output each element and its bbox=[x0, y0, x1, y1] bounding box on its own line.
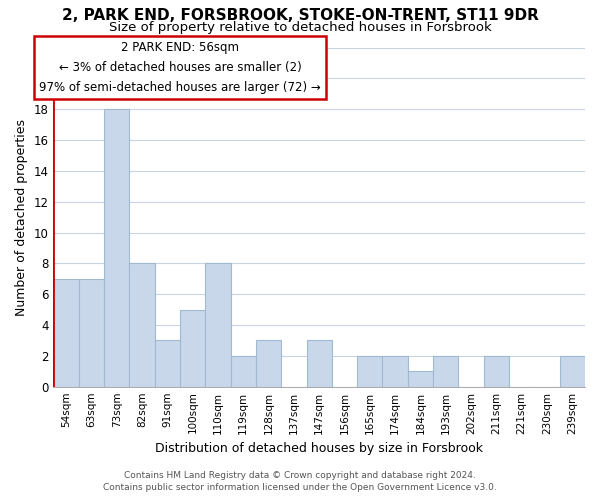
Text: Size of property relative to detached houses in Forsbrook: Size of property relative to detached ho… bbox=[109, 21, 491, 34]
Bar bbox=[307, 340, 332, 386]
Bar bbox=[484, 356, 509, 386]
Bar bbox=[205, 264, 230, 386]
Bar bbox=[382, 356, 408, 386]
Y-axis label: Number of detached properties: Number of detached properties bbox=[15, 118, 28, 316]
Bar bbox=[560, 356, 585, 386]
Bar bbox=[104, 109, 130, 386]
Bar bbox=[180, 310, 205, 386]
Text: 2, PARK END, FORSBROOK, STOKE-ON-TRENT, ST11 9DR: 2, PARK END, FORSBROOK, STOKE-ON-TRENT, … bbox=[62, 8, 538, 22]
X-axis label: Distribution of detached houses by size in Forsbrook: Distribution of detached houses by size … bbox=[155, 442, 483, 455]
Text: 2 PARK END: 56sqm
← 3% of detached houses are smaller (2)
97% of semi-detached h: 2 PARK END: 56sqm ← 3% of detached house… bbox=[39, 41, 321, 94]
Bar bbox=[433, 356, 458, 386]
Bar bbox=[130, 264, 155, 386]
Bar bbox=[357, 356, 382, 386]
Bar bbox=[256, 340, 281, 386]
Text: Contains HM Land Registry data © Crown copyright and database right 2024.
Contai: Contains HM Land Registry data © Crown c… bbox=[103, 471, 497, 492]
Bar bbox=[79, 279, 104, 386]
Bar bbox=[53, 279, 79, 386]
Bar bbox=[155, 340, 180, 386]
Bar bbox=[230, 356, 256, 386]
Bar bbox=[408, 372, 433, 386]
